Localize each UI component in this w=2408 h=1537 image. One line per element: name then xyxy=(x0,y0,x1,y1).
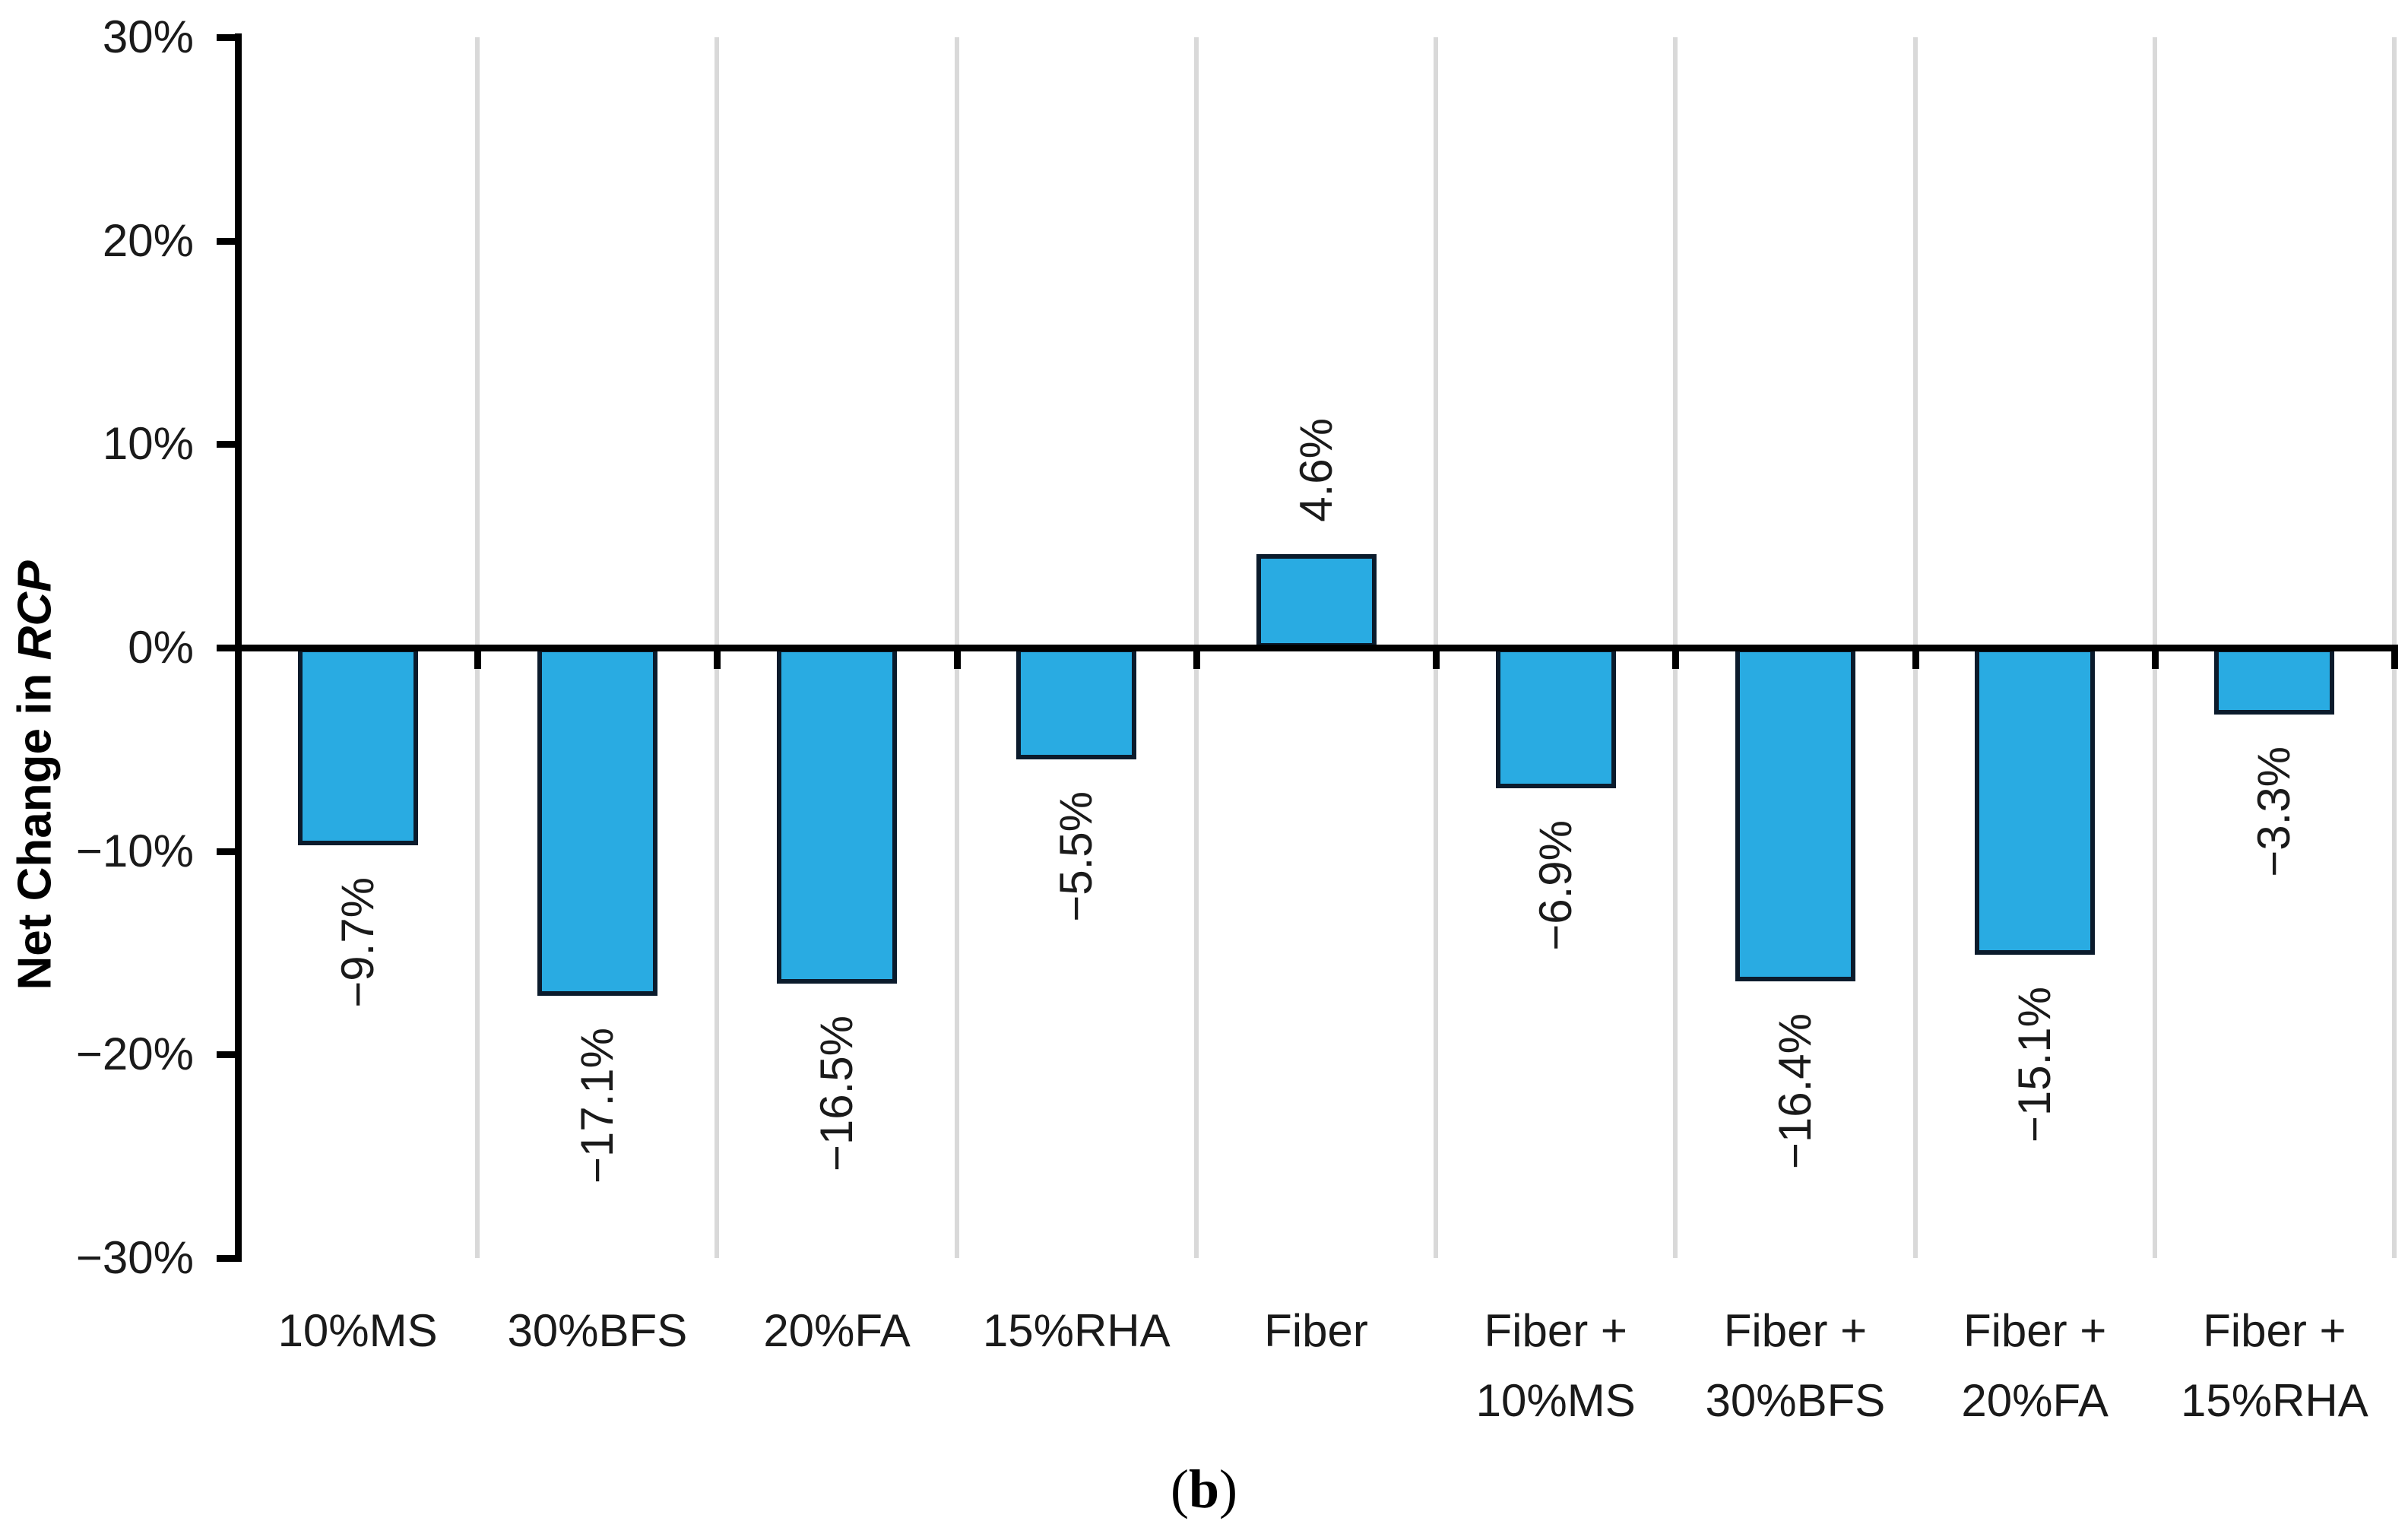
x-category-label-line: 20%FA xyxy=(1961,1375,2109,1426)
y-tick-label: −20% xyxy=(75,1028,194,1080)
y-tick-label: 0% xyxy=(128,622,194,673)
x-category-label-line: Fiber xyxy=(1264,1305,1368,1356)
bar-Fiber + 20%FA xyxy=(1975,648,2096,955)
y-axis-tick xyxy=(217,34,238,41)
bar-value-label: −17.1% xyxy=(571,1028,623,1184)
x-category-label-line: Fiber + xyxy=(1484,1305,1627,1356)
y-axis-tick xyxy=(217,1255,238,1262)
y-axis-tick xyxy=(217,645,238,651)
y-axis-tick xyxy=(217,1051,238,1059)
x-category-label: Fiber + 15%RHA xyxy=(2155,1296,2394,1436)
bar-value-label: −3.3% xyxy=(2248,746,2300,877)
bar-value-label: −6.9% xyxy=(1529,820,1581,951)
x-axis-tick xyxy=(1193,648,1200,669)
x-category-label: Fiber + 20%FA xyxy=(1915,1296,2155,1436)
x-axis-tick xyxy=(2151,648,2159,669)
x-category-label-line: 10%MS xyxy=(1475,1375,1636,1426)
x-category-label-line: 20%FA xyxy=(763,1305,911,1356)
bar-value-label: −5.5% xyxy=(1050,791,1102,922)
y-axis-title-main: Net Change in xyxy=(8,660,62,990)
x-category-label-line: Fiber + xyxy=(1963,1305,2107,1356)
x-category-label-line: 30%BFS xyxy=(507,1305,688,1356)
x-category-label: Fiber xyxy=(1196,1296,1436,1366)
x-category-label: Fiber + 30%BFS xyxy=(1675,1296,1915,1436)
y-axis-tick xyxy=(217,441,238,448)
y-tick-label: 30% xyxy=(102,11,194,62)
x-category-label-line: 10%MS xyxy=(277,1305,438,1356)
x-category-label: 20%FA xyxy=(717,1296,956,1366)
y-tick-label: 20% xyxy=(102,214,194,266)
bar-value-label: −16.5% xyxy=(811,1016,863,1172)
y-axis-tick xyxy=(217,848,238,855)
bar-Fiber + 15%RHA xyxy=(2214,648,2335,715)
bar-30%BFS xyxy=(537,648,657,996)
bar-value-label: 4.6% xyxy=(1290,418,1342,522)
x-category-label: 15%RHA xyxy=(957,1296,1196,1366)
x-axis-tick xyxy=(1912,648,1919,669)
bar-20%FA xyxy=(777,648,898,984)
y-tick-label: −10% xyxy=(75,825,194,876)
x-category-label: 30%BFS xyxy=(477,1296,717,1366)
x-category-label-line: 15%RHA xyxy=(2180,1375,2368,1426)
bar-value-label: −16.4% xyxy=(1769,1013,1820,1170)
y-axis-tick xyxy=(217,237,238,245)
caption-paren-close: ) xyxy=(1219,1459,1237,1520)
y-axis-title-emph: RCP xyxy=(8,560,62,661)
bar-Fiber + 30%BFS xyxy=(1735,648,1855,981)
x-axis-tick xyxy=(1433,648,1440,669)
bar-10%MS xyxy=(297,648,418,845)
x-axis-tick xyxy=(474,648,482,669)
figure-caption: (b) xyxy=(0,1458,2408,1521)
y-tick-label: −30% xyxy=(75,1232,194,1283)
bar-15%RHA xyxy=(1016,648,1137,759)
x-axis-tick xyxy=(2391,648,2398,669)
x-category-label: Fiber + 10%MS xyxy=(1436,1296,1675,1436)
x-axis-zero-line xyxy=(238,645,2398,651)
y-tick-label: 10% xyxy=(102,418,194,470)
y-axis-title-text: Net Change in RCP xyxy=(8,561,62,990)
x-axis-tick xyxy=(1672,648,1680,669)
bar-Fiber + 10%MS xyxy=(1495,648,1616,788)
x-category-label-line: Fiber + xyxy=(2203,1305,2346,1356)
x-category-label-line: 15%RHA xyxy=(982,1305,1171,1356)
bar-Fiber xyxy=(1256,554,1377,648)
x-category-label: 10%MS xyxy=(238,1296,477,1366)
x-axis-tick xyxy=(953,648,961,669)
bar-value-label: −9.7% xyxy=(331,877,383,1008)
bar-value-label: −15.1% xyxy=(2009,987,2061,1143)
caption-paren-open: ( xyxy=(1170,1459,1189,1520)
x-axis-tick xyxy=(714,648,721,669)
x-category-label-line: 30%BFS xyxy=(1705,1375,1886,1426)
caption-letter: b xyxy=(1188,1459,1220,1520)
x-category-label-line: Fiber + xyxy=(1723,1305,1868,1356)
